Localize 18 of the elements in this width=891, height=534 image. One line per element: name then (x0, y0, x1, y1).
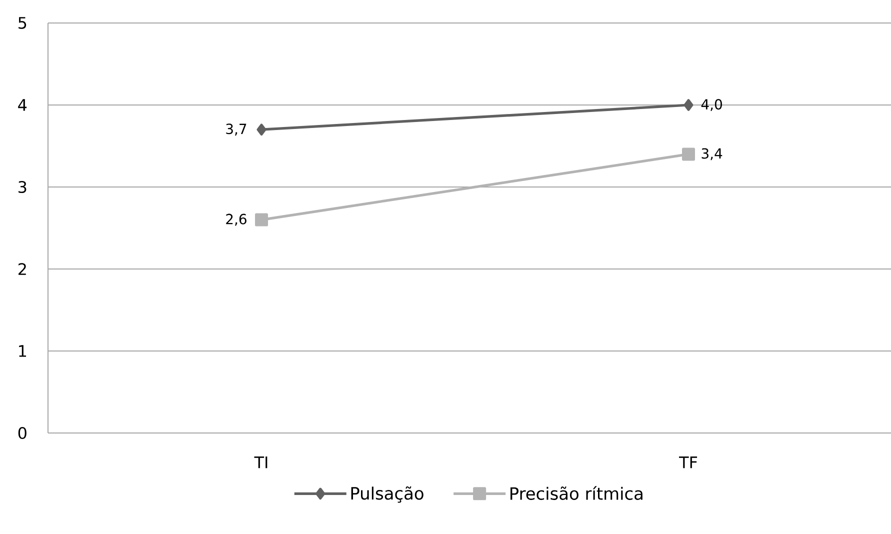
legend-label: Precisão rítmica (510, 486, 642, 500)
x-tick-label: TF (679, 456, 698, 468)
y-tick-label: 3 (18, 180, 26, 194)
x-tick-label: TI (254, 456, 268, 468)
data-label: 3,7 (226, 124, 246, 136)
point (255, 213, 268, 226)
data-label: 2,6 (226, 214, 246, 226)
y-tick-label: 2 (18, 263, 26, 275)
point (684, 99, 694, 111)
data-label: 4,0 (701, 99, 722, 111)
legend-label: Pulsação (351, 486, 424, 503)
y-tick-label: 1 (19, 345, 26, 357)
data-label: 3,4 (702, 148, 722, 160)
point (256, 124, 266, 136)
y-tick-label: 0 (18, 426, 26, 440)
y-tick-label: 4 (18, 99, 27, 111)
y-tick-label: 5 (18, 17, 26, 29)
point (682, 148, 696, 161)
